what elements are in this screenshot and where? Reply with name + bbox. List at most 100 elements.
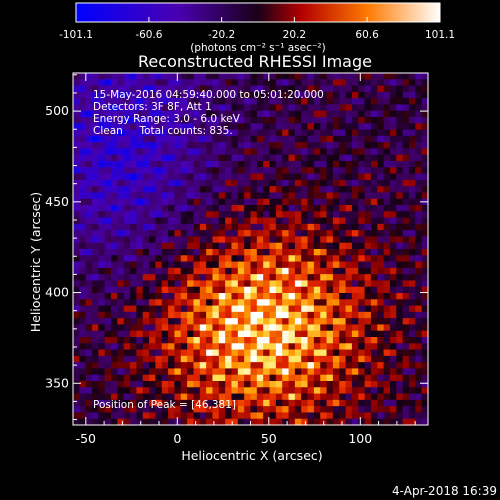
- heatmap-cell: [370, 318, 378, 326]
- heatmap-cell: [161, 374, 169, 382]
- heatmap-cell: [282, 412, 290, 420]
- heatmap-cell: [142, 211, 150, 219]
- heatmap-cell: [231, 393, 239, 401]
- heatmap-cell: [193, 374, 201, 382]
- heatmap-cell: [231, 311, 239, 319]
- heatmap-cell: [142, 104, 150, 112]
- heatmap-cell: [231, 267, 239, 275]
- heatmap-cell: [237, 192, 245, 200]
- heatmap-cell: [174, 362, 182, 370]
- heatmap-cell: [288, 167, 296, 175]
- heatmap-cell: [98, 311, 106, 319]
- heatmap-cell: [199, 305, 207, 313]
- heatmap-cell: [98, 387, 106, 395]
- heatmap-cell: [149, 161, 157, 168]
- heatmap-cell: [250, 236, 258, 244]
- heatmap-cell: [92, 393, 99, 401]
- heatmap-cell: [250, 154, 258, 162]
- heatmap-cell: [225, 186, 233, 194]
- heatmap-cell: [358, 192, 366, 200]
- heatmap-cell: [111, 117, 118, 124]
- heatmap-cell: [358, 179, 366, 187]
- heatmap-cell: [383, 104, 391, 112]
- heatmap-cell: [408, 299, 416, 307]
- heatmap-cell: [307, 242, 315, 250]
- heatmap-cell: [294, 418, 302, 426]
- heatmap-cell: [269, 387, 277, 395]
- heatmap-cell: [345, 255, 353, 263]
- heatmap-cell: [111, 311, 118, 319]
- heatmap-cell: [269, 167, 277, 175]
- heatmap-cell: [174, 223, 182, 231]
- heatmap-cell: [288, 355, 296, 363]
- heatmap-cell: [187, 161, 195, 168]
- heatmap-cell: [73, 230, 80, 238]
- heatmap-cell: [275, 123, 283, 131]
- heatmap-cell: [383, 368, 391, 376]
- heatmap-cell: [377, 249, 385, 256]
- heatmap-cell: [155, 110, 163, 118]
- heatmap-cell: [123, 205, 131, 212]
- heatmap-cell: [351, 129, 359, 137]
- heatmap-cell: [244, 286, 252, 294]
- heatmap-cell: [237, 236, 245, 244]
- heatmap-cell: [161, 267, 169, 275]
- heatmap-cell: [130, 73, 137, 80]
- heatmap-cell: [174, 406, 182, 414]
- heatmap-cell: [263, 249, 271, 256]
- peak-position-label: Position of Peak = [46,381]: [93, 399, 236, 411]
- heatmap-cell: [193, 117, 201, 124]
- heatmap-cell: [180, 267, 188, 275]
- heatmap-cell: [370, 186, 378, 194]
- heatmap-cell: [180, 393, 188, 401]
- heatmap-cell: [408, 192, 416, 200]
- heatmap-cell: [396, 85, 404, 93]
- heatmap-cell: [364, 324, 372, 332]
- heatmap-cell: [218, 110, 226, 118]
- heatmap-cell: [104, 85, 112, 93]
- heatmap-cell: [117, 418, 125, 426]
- heatmap-cell: [396, 98, 404, 106]
- heatmap-cell: [161, 73, 169, 80]
- heatmap-cell: [244, 161, 252, 168]
- heatmap-cell: [180, 255, 188, 263]
- heatmap-cell: [294, 255, 302, 263]
- heatmap-cell: [269, 412, 277, 420]
- heatmap-cell: [136, 349, 144, 357]
- heatmap-cell: [174, 381, 182, 388]
- heatmap-cell: [231, 104, 239, 112]
- heatmap-cell: [263, 393, 271, 401]
- heatmap-cell: [142, 135, 150, 143]
- annotation-time: 15-May-2016 04:59:40.000 to 05:01:20.000: [93, 89, 324, 101]
- heatmap-cell: [104, 337, 112, 344]
- heatmap-cell: [288, 255, 296, 263]
- heatmap-cell: [225, 330, 233, 338]
- heatmap-cell: [294, 387, 302, 395]
- heatmap-cell: [326, 91, 334, 99]
- heatmap-cell: [288, 399, 296, 407]
- heatmap-cell: [389, 211, 397, 219]
- heatmap-cell: [345, 286, 353, 294]
- heatmap-cell: [142, 330, 150, 338]
- heatmap-cell: [193, 337, 201, 344]
- heatmap-cell: [174, 305, 182, 313]
- heatmap-cell: [98, 242, 106, 250]
- heatmap-cell: [237, 368, 245, 376]
- heatmap-cell: [301, 223, 309, 231]
- heatmap-cell: [104, 148, 112, 156]
- heatmap-cell: [218, 73, 226, 80]
- heatmap-cell: [193, 261, 201, 269]
- heatmap-cell: [326, 343, 334, 351]
- heatmap-cell: [358, 418, 366, 426]
- heatmap-cell: [269, 85, 277, 93]
- heatmap-cell: [187, 343, 195, 351]
- heatmap-cell: [364, 399, 372, 407]
- heatmap-cell: [206, 280, 214, 288]
- heatmap-cell: [256, 129, 264, 137]
- heatmap-cell: [174, 324, 182, 332]
- heatmap-cell: [269, 154, 277, 162]
- heatmap-cell: [111, 406, 118, 414]
- heatmap-cell: [237, 179, 245, 187]
- heatmap-cell: [364, 343, 372, 351]
- heatmap-cell: [256, 418, 264, 426]
